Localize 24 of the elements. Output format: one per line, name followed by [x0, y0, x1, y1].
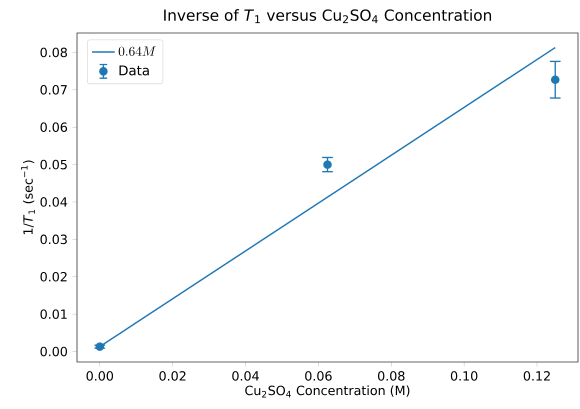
point: [323, 160, 332, 169]
legend-label: $0.64M$: [118, 46, 156, 56]
y-tick-label: 0.06: [40, 122, 68, 132]
x-axis-title: Cu$_{2}$SO$_{4}$ Concentration (M): [245, 385, 410, 398]
y-tick-label: 0.00: [40, 346, 68, 356]
y-tick-label: 0.07: [40, 85, 67, 95]
y-tick-label: 0.01: [40, 309, 67, 319]
x-tick-label: 0.00: [86, 371, 114, 381]
y-tick-label: 0.08: [40, 48, 67, 58]
y-tick-label: 0.02: [40, 272, 67, 282]
x-tick-label: 0.08: [378, 371, 404, 381]
x-tick-label: 0.12: [524, 371, 550, 381]
x-tick-label: 0.02: [159, 371, 186, 381]
y-tick-label: 0.05: [40, 160, 67, 170]
point: [96, 342, 104, 351]
x-tick-label: 0.10: [450, 371, 478, 381]
y-tick-label: 0.03: [40, 234, 67, 244]
y-axis-title: 1/T$_{1}$ (sec$^{−1}$): [21, 160, 35, 234]
x-tick-label: 0.06: [305, 371, 332, 381]
legend-label: Data: [120, 66, 149, 76]
y-tick-label: 0.04: [40, 197, 68, 207]
x-tick-label: 0.04: [232, 371, 259, 381]
chart-title: Inverse of T$_{1}$ versus Cu$_{2}$SO$_{4}$ Concentration: [164, 9, 492, 24]
point: [550, 75, 560, 84]
